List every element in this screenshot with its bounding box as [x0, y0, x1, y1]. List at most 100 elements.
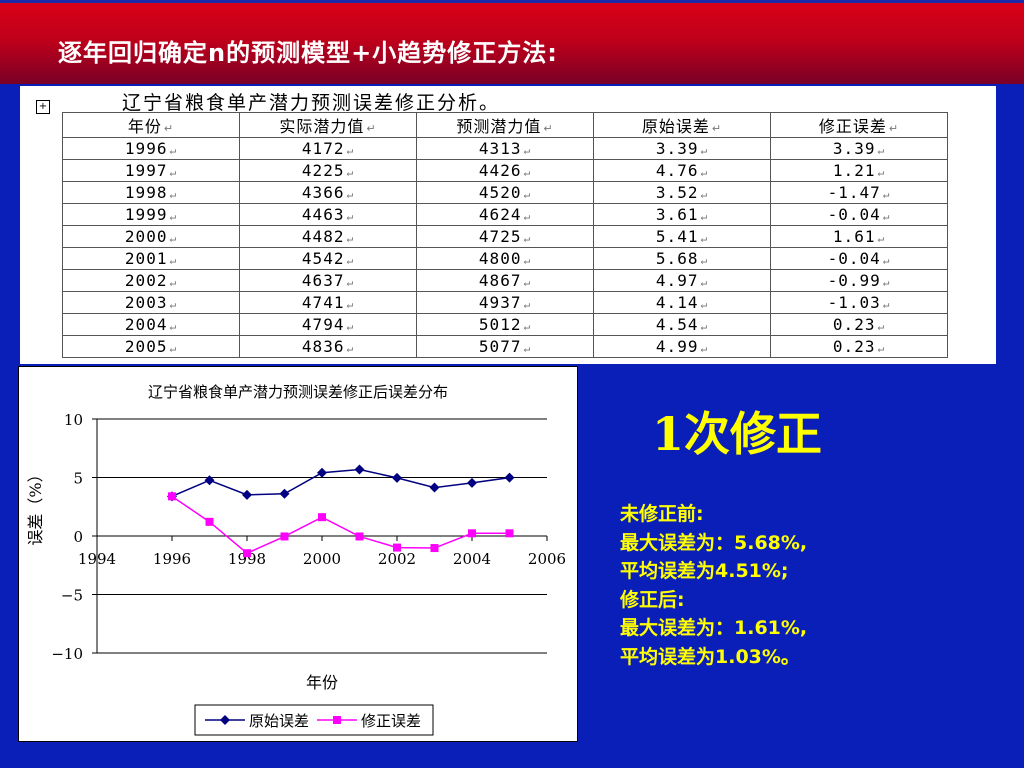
x-tick-label: 2000 — [303, 550, 341, 568]
data-table: 年份 ↵ 实际潜力值 ↵ 预测潜力值 ↵ 原始误差 ↵ 修正误差 ↵ 1996 ↵ 4172 ↵… — [62, 112, 948, 358]
table-cell: 3.52 ↵ — [593, 181, 771, 204]
data-point — [204, 475, 215, 486]
data-point — [205, 517, 214, 526]
table-cell: 4.76 ↵ — [593, 159, 771, 182]
table-cell: 4463 ↵ — [239, 203, 417, 226]
table-cell: 4542 ↵ — [239, 247, 417, 270]
y-tick-label: 5 — [73, 470, 83, 488]
table-cell: 4800 ↵ — [416, 247, 594, 270]
table-cell: 4.99 ↵ — [593, 335, 771, 358]
table-cell: 4.97 ↵ — [593, 269, 771, 292]
legend-marker — [333, 716, 341, 724]
data-point — [393, 543, 401, 552]
chart-title: 辽宁省粮食单产潜力预测误差修正后误差分布 — [148, 383, 448, 401]
data-point — [468, 529, 476, 538]
summary-line: 平均误差为1.03%。 — [620, 645, 800, 668]
data-point — [505, 529, 514, 538]
summary-line: 最大误差为：1.61%, — [620, 617, 808, 639]
table-cell: -1.47 ↵ — [770, 181, 948, 204]
data-point — [318, 513, 326, 522]
series-line — [171, 468, 510, 498]
data-point — [429, 482, 440, 493]
table-cell: -0.99 ↵ — [770, 269, 948, 292]
x-tick-label: 2004 — [453, 550, 491, 568]
table-cell: 1996 ↵ — [62, 137, 240, 160]
table-cell: 0.23 ↵ — [770, 335, 948, 358]
data-point — [243, 549, 251, 558]
table-row: 2004 ↵ 4794 ↵ 5012 ↵ 4.54 ↵ 0.23 ↵ — [62, 313, 948, 336]
table-cell: -1.03 ↵ — [770, 291, 948, 314]
table-row: 2001 ↵ 4542 ↵ 4800 ↵ 5.68 ↵ -0.04 ↵ — [62, 247, 948, 270]
table-cell: 2003 ↵ — [62, 291, 240, 314]
col-header: 预测潜力值 ↵ — [416, 112, 594, 138]
legend-marker — [220, 715, 230, 725]
table-cell: 5077 ↵ — [416, 335, 594, 358]
table-cell: 4482 ↵ — [239, 225, 417, 248]
col-header: 原始误差 ↵ — [593, 112, 771, 138]
table-cell: 4836 ↵ — [239, 335, 417, 358]
table-cell: 4520 ↵ — [416, 181, 594, 204]
x-tick-label: 2006 — [528, 550, 566, 568]
table-cell: 4741 ↵ — [239, 291, 417, 314]
x-axis-label: 年份 — [306, 673, 338, 692]
table-cell: 2002 ↵ — [62, 269, 240, 292]
table-cell: -0.04 ↵ — [770, 247, 948, 270]
data-point — [280, 532, 289, 541]
table-cell: 2005 ↵ — [62, 335, 240, 358]
table-cell: 4225 ↵ — [239, 159, 417, 182]
table-cell: 4172 ↵ — [239, 137, 417, 160]
data-point — [168, 492, 176, 501]
table-cell: 4426 ↵ — [416, 159, 594, 182]
table-header-row: 年份 ↵ 实际潜力值 ↵ 预测潜力值 ↵ 原始误差 ↵ 修正误差 ↵ — [62, 112, 948, 138]
table-row: 2005 ↵ 4836 ↵ 5077 ↵ 4.99 ↵ 0.23 ↵ — [62, 335, 948, 358]
table-cell: 2001 ↵ — [62, 247, 240, 270]
table-cell: 3.61 ↵ — [593, 203, 771, 226]
table-cell: 1999 ↵ — [62, 203, 240, 226]
data-point — [279, 488, 290, 499]
error-line-chart: 辽宁省粮食单产潜力预测误差修正后误差分布 10 5 0 −5 −10 1994 1996 199… — [26, 383, 566, 736]
table-cell: 4725 ↵ — [416, 225, 594, 248]
y-tick-label: 0 — [73, 528, 83, 546]
table-cell: 2004 ↵ — [62, 313, 240, 336]
x-tick-label: 1994 — [78, 550, 116, 568]
data-point — [392, 472, 402, 483]
table-cell: 4.14 ↵ — [593, 291, 771, 314]
table-cell: 1.21 ↵ — [770, 159, 948, 182]
col-header: 修正误差 ↵ — [770, 112, 948, 138]
col-header: 年份 ↵ — [62, 112, 240, 138]
table-cell: 4637 ↵ — [239, 269, 417, 292]
chart-panel: 辽宁省粮食单产潜力预测误差修正后误差分布 10 5 0 −5 −10 1994 1996 199… — [18, 366, 578, 742]
table-cell: 1.61 ↵ — [770, 225, 948, 248]
legend-label: 原始误差 — [249, 712, 309, 730]
table-cell: 4794 ↵ — [239, 313, 417, 336]
table-cell: 3.39 ↵ — [770, 137, 948, 160]
correction-heading: 1次修正 — [652, 407, 823, 461]
summary-line: 未修正前: — [620, 503, 704, 525]
y-axis-label: 误差（%） — [26, 466, 45, 545]
col-header: 实际潜力值 ↵ — [239, 112, 417, 138]
table-cell: 4366 ↵ — [239, 181, 417, 204]
table-cell: 3.39 ↵ — [593, 137, 771, 160]
data-point — [355, 532, 364, 541]
slide-title: 逐年回归确定n的预测模型+小趋势修正方法: — [58, 39, 558, 67]
table-row: 1999 ↵ 4463 ↵ 4624 ↵ 3.61 ↵ -0.04 ↵ — [62, 203, 948, 226]
table-move-handle-icon[interactable] — [36, 100, 50, 114]
series-line — [171, 495, 510, 555]
summary-line: 修正后: — [620, 588, 685, 611]
table-cell: 4624 ↵ — [416, 203, 594, 226]
summary-line: 平均误差为4.51%; — [620, 560, 789, 582]
data-point — [467, 477, 477, 488]
table-cell: -0.04 ↵ — [770, 203, 948, 226]
table-cell: 5.68 ↵ — [593, 247, 771, 270]
y-tick-label: −5 — [61, 587, 83, 605]
table-cell: 0.23 ↵ — [770, 313, 948, 336]
summary-line: 最大误差为：5.68%, — [620, 531, 808, 554]
table-row: 1998 ↵ 4366 ↵ 4520 ↵ 3.52 ↵ -1.47 ↵ — [62, 181, 948, 204]
table-title: 辽宁省粮食单产潜力预测误差修正分析。 — [122, 92, 501, 114]
table-cell: 4313 ↵ — [416, 137, 594, 160]
y-tick-label: 10 — [64, 411, 83, 429]
table-row: 1996 ↵ 4172 ↵ 4313 ↵ 3.39 ↵ 3.39 ↵ — [62, 137, 948, 160]
summary-text: 未修正前: 最大误差为：5.68%, 平均误差为4.51%; 修正后: 最大误差… — [620, 500, 807, 671]
table-cell: 4867 ↵ — [416, 269, 594, 292]
data-point — [430, 544, 439, 553]
